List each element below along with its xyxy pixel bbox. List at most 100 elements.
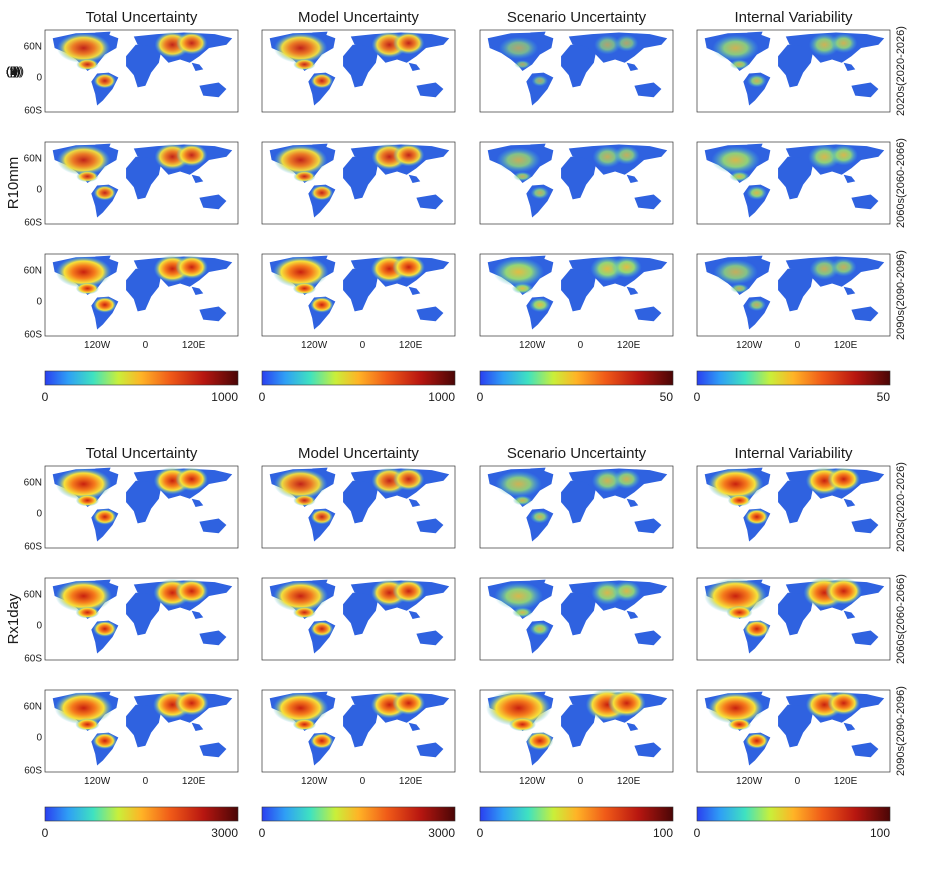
uncertainty-hotspot [75,606,100,619]
uncertainty-hotspot [508,717,536,732]
map-panel [261,465,456,549]
continent-shape [343,156,378,200]
colorbar-max-label: 3000 [211,826,238,840]
continent-shape [199,630,227,646]
x-tick-label: 0 [578,776,584,787]
uncertainty-hotspot [495,470,542,498]
uncertainty-hotspot [830,257,857,277]
uncertainty-hotspot [592,145,623,168]
x-tick-label: 0 [143,340,149,351]
continent-shape [191,62,204,71]
uncertainty-hotspot [55,256,112,288]
panel-letter: (d) [6,64,21,78]
panel-letter: (g) [6,64,21,78]
uncertainty-hotspot [512,607,533,618]
land-layer [52,690,233,766]
panel-letter: (h) [6,64,21,78]
map-panel [261,29,456,113]
continent-shape [778,44,813,88]
panel-letter: (t) [6,64,17,78]
uncertainty-hotspot [293,170,316,183]
uncertainty-hotspot [310,732,334,749]
uncertainty-hotspot [93,296,117,313]
uncertainty-hotspot [809,257,840,280]
uncertainty-hotspot [56,32,111,64]
uncertainty-hotspot [76,170,99,183]
map-panel [44,29,239,113]
uncertainty-hotspot [746,185,767,200]
uncertainty-hotspot [273,144,328,176]
land-layer [704,255,885,330]
panel-letter: (r) [6,64,18,78]
uncertainty-hotspot [727,494,752,507]
uncertainty-hotspot [529,297,551,313]
colorbar [696,806,891,822]
uncertainty-hotspot [75,282,100,295]
uncertainty-hotspot [747,298,766,312]
map-panel [696,689,891,773]
continent-shape [191,174,204,183]
uncertainty-hotspot [55,580,112,613]
y-tick-label: 60S [24,541,42,552]
continent-shape [199,82,227,98]
map-panel [479,29,674,113]
land-layer [269,579,450,654]
uncertainty-hotspot [75,494,100,507]
land-layer [704,31,885,106]
colorbar-min-label: 0 [477,826,484,840]
uncertainty-hotspot [730,283,749,294]
x-tick-label: 0 [795,340,801,351]
uncertainty-hotspot [310,296,334,313]
colorbar-min-label: 0 [694,826,701,840]
uncertainty-hotspot [514,60,531,69]
panel-letter: (j) [6,64,17,78]
uncertainty-hotspot [729,171,750,182]
uncertainty-hotspot [713,259,758,285]
uncertainty-hotspot [176,143,208,167]
land-layer [52,466,233,542]
continent-shape [843,610,856,619]
uncertainty-hotspot [175,467,208,491]
uncertainty-hotspot [310,73,333,89]
map-panel [44,253,239,337]
continent-shape [530,579,546,586]
uncertainty-hotspot [486,689,552,727]
uncertainty-hotspot [530,510,550,524]
y-tick-label: 0 [36,733,42,744]
map-panel [696,465,891,549]
continent-shape [778,268,813,312]
uncertainty-hotspot [531,75,549,87]
continent-shape [126,156,161,200]
y-tick-label: 60N [24,41,42,52]
continent-shape [634,630,662,646]
uncertainty-hotspot [310,185,333,201]
y-tick-label: 60S [24,765,42,776]
continent-shape [851,194,879,210]
y-tick-label: 60S [24,105,42,116]
map-panel [44,141,239,225]
land-layer [269,690,450,766]
period-label: 2090s(2090-2096) [895,686,907,776]
land-layer [487,143,668,218]
uncertainty-hotspot [176,31,208,55]
map-panel [261,577,456,661]
uncertainty-hotspot [712,34,759,62]
continent-shape [843,286,856,295]
index-label: R10mm [5,157,22,210]
map-panel [479,688,674,773]
uncertainty-hotspot [55,468,112,500]
uncertainty-hotspot [743,619,770,638]
continent-shape [561,268,596,312]
continent-shape [408,610,421,619]
uncertainty-hotspot [93,620,117,637]
continent-shape [343,44,378,88]
continent-shape [561,592,596,636]
continent-shape [408,722,421,731]
uncertainty-hotspot [613,145,640,165]
map-panel [44,689,239,773]
uncertainty-hotspot [392,255,425,279]
uncertainty-hotspot [272,692,329,724]
uncertainty-hotspot [825,577,862,605]
continent-shape [843,722,856,731]
uncertainty-hotspot [707,692,764,724]
